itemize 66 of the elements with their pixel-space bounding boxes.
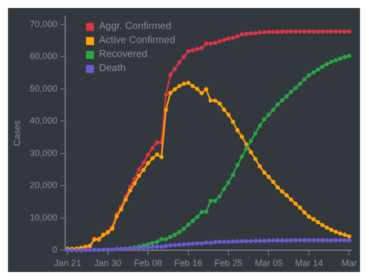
point: [230, 172, 236, 177]
point: [306, 72, 312, 78]
legend-label: Death: [99, 62, 126, 76]
point: [212, 198, 218, 203]
point: [334, 58, 338, 62]
point: [244, 146, 248, 151]
point: [240, 154, 244, 159]
point: [164, 237, 168, 242]
point: [271, 108, 276, 112]
point: [258, 124, 262, 128]
point: [324, 62, 329, 66]
point: [226, 180, 231, 185]
point: [204, 210, 208, 214]
point: [293, 86, 298, 90]
point: [172, 232, 177, 237]
y-tick-label: 30,000: [30, 148, 58, 158]
point: [150, 241, 155, 246]
x-tick-label: Feb 25: [214, 258, 243, 268]
x-tick-label: Jan 21: [54, 258, 82, 268]
point: [338, 56, 342, 61]
x-tick-label: Feb 16: [174, 258, 202, 268]
point: [190, 218, 195, 223]
point: [159, 237, 164, 242]
point: [284, 94, 289, 98]
point: [182, 226, 186, 232]
legend-label: Recovered: [99, 48, 148, 62]
y-tick-label: 60,000: [30, 51, 58, 62]
point: [316, 68, 320, 72]
x-tick-label: Mar: [341, 258, 357, 268]
point: [262, 117, 266, 122]
point: [347, 54, 352, 58]
legend-label: Aggr. Confirmed: [99, 20, 172, 34]
x-tick-label: Mar 14: [294, 258, 323, 268]
y-tick-label: 10,000: [30, 212, 58, 222]
point: [248, 138, 253, 143]
x-tick-label: Jan 30: [94, 258, 122, 268]
y-tick-label: 0: [52, 244, 58, 255]
y-tick-label: 40,000: [30, 116, 58, 126]
point: [329, 60, 334, 64]
point: [208, 198, 213, 203]
point: [168, 234, 172, 240]
point: [320, 64, 324, 69]
point: [217, 194, 222, 198]
legend-label: Active Confirmed: [99, 34, 176, 48]
point: [195, 214, 200, 220]
point: [253, 131, 258, 136]
point: [276, 102, 280, 107]
y-axis-title: Cases: [12, 120, 22, 146]
point: [302, 77, 307, 82]
point: [298, 82, 302, 86]
x-tick-label: Feb 08: [134, 258, 162, 268]
point: [154, 240, 160, 244]
point: [311, 70, 316, 75]
point: [200, 210, 204, 214]
x-tick-label: Mar 05: [254, 258, 283, 268]
point: [177, 230, 182, 234]
point: [235, 162, 240, 168]
point: [342, 54, 347, 60]
point: [280, 98, 284, 102]
point: [186, 222, 190, 227]
point: [222, 186, 226, 192]
y-tick-label: 20,000: [30, 180, 58, 190]
point: [288, 90, 294, 94]
point: [266, 112, 271, 117]
y-tick-label: 70,000: [30, 18, 58, 29]
y-tick-label: 50,000: [30, 83, 58, 94]
